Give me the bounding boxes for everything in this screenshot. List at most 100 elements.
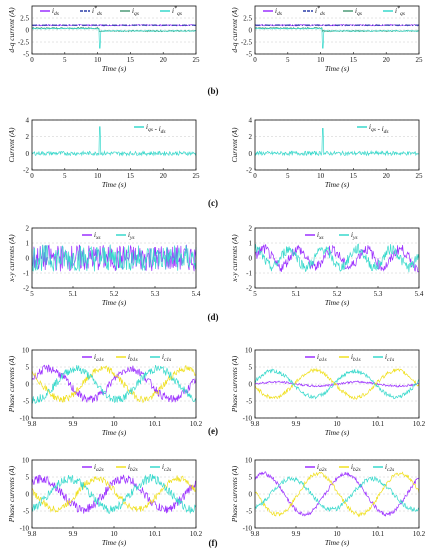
- panel-caption: (b): [208, 86, 219, 96]
- legend-item: ids: [263, 7, 282, 17]
- y-tick-label: -2: [23, 167, 29, 175]
- series-line-i-ys: [31, 244, 197, 272]
- x-tick-label: 0: [253, 56, 257, 64]
- y-tick-label: 2: [249, 133, 253, 141]
- series-line-i-c1s: [31, 365, 197, 404]
- y-axis-label: Phase currents (A): [230, 465, 239, 523]
- series-line-i-qs: [254, 27, 420, 49]
- legend-label: iqs: [132, 7, 139, 17]
- x-tick-label: 15: [350, 56, 358, 64]
- chart-f-right: 9.8 9.9 10 10.1 10.2 10 5 0 -5 -10 Time (s) Phase c…: [230, 457, 426, 548]
- panel-caption: (e): [208, 426, 218, 436]
- x-tick-label: 5.3: [374, 290, 383, 298]
- x-tick-label: 0: [30, 56, 34, 64]
- x-tick-label: 9.8: [28, 420, 37, 428]
- chart-d-left: 5 5.1 5.2 5.3 5.4 2 1 0 -1 -2 Time (s) x-y currents…: [7, 225, 201, 308]
- legend-label: iys: [351, 231, 358, 241]
- series-line-i-ys: [254, 243, 420, 273]
- y-tick-label: 0: [249, 381, 253, 389]
- y-tick-label: 5: [249, 364, 253, 372]
- y-tick-label: 0: [26, 150, 30, 158]
- x-tick-label: 5.1: [292, 290, 301, 298]
- legend-item: ia2s: [82, 463, 104, 473]
- x-tick-label: 5.3: [151, 290, 160, 298]
- legend-label: ib1s: [128, 353, 138, 363]
- chart-b-right: 0 5 10 15 20 25 2.5 0 -2.5 -5 Time (s) d-q current …: [230, 5, 424, 73]
- y-tick-label: 2: [249, 225, 253, 233]
- x-tick-label: 20: [383, 172, 391, 180]
- legend-item: ib2s: [339, 463, 361, 473]
- x-tick-label: 25: [416, 56, 424, 64]
- y-tick-label: 10: [245, 457, 253, 465]
- legend-item: ids: [40, 7, 59, 17]
- legend-item: ic1s: [150, 353, 171, 363]
- legend-item: ia1s: [82, 353, 104, 363]
- panel-caption: (c): [208, 198, 218, 208]
- x-tick-label: 25: [193, 56, 201, 64]
- x-tick-label: 9.9: [69, 530, 78, 538]
- legend-label: ic1s: [385, 353, 394, 363]
- legend-item: ia1s: [305, 353, 327, 363]
- series-line-i-a1s: [31, 364, 197, 403]
- y-tick-label: -5: [246, 508, 252, 516]
- x-tick-label: 15: [350, 172, 358, 180]
- y-axis-label: Phase currents (A): [7, 355, 16, 413]
- legend-item: ia2s: [305, 463, 327, 473]
- legend-label: iqs: [355, 7, 362, 17]
- chart-d-right: 5 5.1 5.2 5.3 5.4 2 1 0 -1 -2 Time (s) x-y currents…: [230, 225, 424, 308]
- x-tick-label: 9.8: [28, 530, 37, 538]
- series-line-i-c2s: [254, 475, 420, 513]
- y-tick-label: -2: [246, 285, 252, 293]
- y-tick-label: -2: [23, 285, 29, 293]
- legend-item: ib2s: [116, 463, 138, 473]
- legend-label: iqs - ids: [369, 123, 389, 135]
- legend-item: iqs - ids: [134, 123, 166, 135]
- x-tick-label: 9.8: [251, 530, 260, 538]
- legend-label: ids: [275, 7, 282, 17]
- legend-label: iqs - ids: [146, 123, 166, 135]
- y-tick-label: -1: [246, 270, 252, 278]
- x-axis-label: Time (s): [325, 180, 350, 189]
- y-tick-label: -2.5: [241, 39, 253, 47]
- series-line-i-c1s: [254, 368, 420, 400]
- x-tick-label: 5.1: [69, 290, 78, 298]
- x-tick-label: 5.2: [333, 290, 342, 298]
- x-tick-label: 10.1: [149, 530, 162, 538]
- x-tick-label: 10: [94, 172, 102, 180]
- y-tick-label: 2.5: [243, 15, 252, 23]
- x-tick-label: 10: [317, 172, 325, 180]
- legend-label: ib2s: [128, 463, 138, 473]
- x-axis-label: Time (s): [102, 298, 127, 307]
- y-tick-label: 0: [249, 491, 253, 499]
- series-line-i-a2s: [31, 474, 197, 514]
- legend-item: ib1s: [116, 353, 138, 363]
- legend-label: ic1s: [162, 353, 171, 363]
- legend-item: iys: [339, 231, 358, 241]
- legend-label: ia1s: [317, 353, 327, 363]
- legend-item: i*qs: [383, 6, 405, 17]
- y-axis-label: d-q current (A): [7, 7, 16, 53]
- y-tick-label: 10: [22, 347, 30, 355]
- y-tick-label: -2.5: [18, 39, 30, 47]
- x-tick-label: 20: [160, 56, 168, 64]
- legend-item: iqs: [120, 7, 139, 17]
- x-tick-label: 10.1: [372, 420, 385, 428]
- plot-frame: [254, 5, 420, 55]
- y-tick-label: 0: [249, 27, 253, 35]
- legend-item: ic1s: [373, 353, 394, 363]
- x-tick-label: 10.2: [413, 420, 426, 428]
- legend-item: ic2s: [150, 463, 171, 473]
- x-tick-label: 10.2: [413, 530, 426, 538]
- x-tick-label: 10: [334, 420, 342, 428]
- legend-item: i*ds: [80, 6, 102, 17]
- x-tick-label: 15: [127, 56, 135, 64]
- y-tick-label: 5: [26, 474, 30, 482]
- x-tick-label: 9.9: [69, 420, 78, 428]
- series-line-i-qs-i-ds: [31, 126, 197, 157]
- legend-item: iqs: [343, 7, 362, 17]
- y-tick-label: -10: [20, 525, 30, 533]
- x-tick-label: 25: [193, 172, 201, 180]
